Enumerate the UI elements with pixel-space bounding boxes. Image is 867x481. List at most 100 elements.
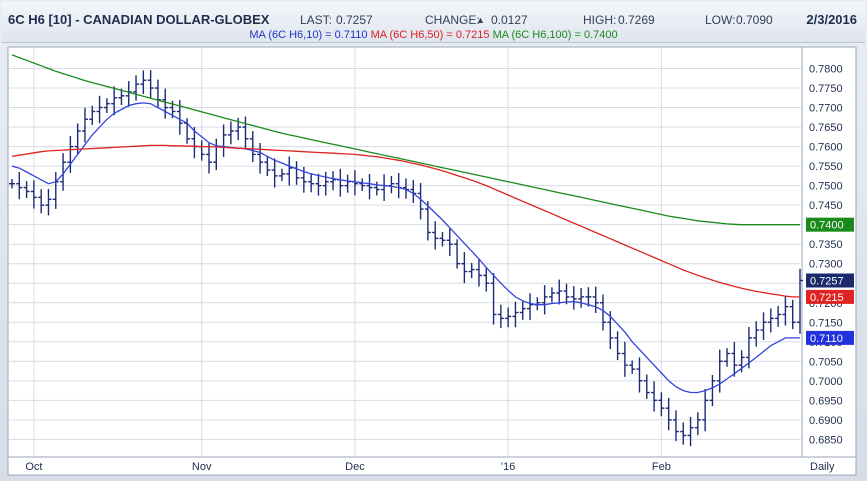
y-tick-label: 0.7650 — [809, 122, 843, 134]
ohlc-bar — [446, 228, 453, 256]
ohlc-bar — [665, 397, 672, 431]
ohlc-bar — [483, 267, 490, 292]
ohlc-bar — [512, 301, 519, 328]
ohlc-bar — [60, 153, 67, 191]
ohlc-bar — [286, 156, 293, 186]
ohlc-bar — [760, 312, 767, 340]
ohlc-bar — [651, 381, 658, 412]
ma-legend: MA (6C H6,10) = 0.7110 MA (6C H6,50) = 0… — [2, 29, 865, 41]
price-badge: 0.7215 — [806, 289, 854, 304]
badge-box — [806, 289, 854, 304]
ohlc-bar — [147, 70, 154, 99]
ohlc-bar — [103, 98, 110, 114]
x-axis-ticks: Oct Nov Dec '16 Feb — [25, 461, 671, 473]
change-value: 0.0127 — [491, 13, 528, 27]
ohlc-bar — [424, 201, 431, 241]
ohlc-bar — [278, 168, 285, 182]
y-tick-label: 0.7700 — [809, 103, 843, 115]
ohlc-bar — [497, 304, 504, 329]
ohlc-bar — [162, 88, 169, 119]
ohlc-bar — [330, 171, 337, 191]
ohlc-bar — [797, 268, 803, 334]
badge-label: 0.7400 — [810, 220, 844, 232]
ohlc-bar — [111, 86, 118, 116]
ohlc-bar — [140, 70, 147, 94]
ohlc-bar — [96, 95, 103, 124]
ohlc-bar — [359, 178, 366, 191]
y-tick-label: 0.7050 — [809, 356, 843, 368]
ma50-legend: MA (6C H6,50) = 0.7215 — [370, 29, 490, 41]
ohlc-bar — [461, 252, 468, 284]
y-axis-panel — [801, 46, 857, 458]
ohlc-bar — [724, 348, 731, 367]
badge-box — [806, 273, 854, 288]
ohlc-bar — [322, 171, 329, 196]
x-tick-label: Oct — [25, 461, 42, 473]
y-tick-label: 0.7450 — [809, 200, 843, 212]
ohlc-bar — [592, 286, 599, 313]
x-tick-label: '16 — [501, 461, 515, 473]
last-label: LAST: — [300, 13, 333, 27]
ohlc-bar — [527, 293, 534, 321]
ohlc-bar — [782, 295, 789, 326]
moving-averages — [11, 54, 800, 394]
ohlc-bar — [585, 287, 592, 307]
ma10-legend: MA (6C H6,10) = 0.7110 — [249, 29, 368, 41]
price-badge: 0.7257 — [806, 273, 854, 288]
ohlc-bar — [249, 131, 256, 163]
ohlc-bar — [432, 221, 439, 250]
x-tick-label: Nov — [192, 461, 212, 473]
last-value: 0.7257 — [336, 13, 373, 27]
price-badges: 0.7400 0.7257 0.7215 0.7110 — [806, 217, 854, 345]
ohlc-bar — [439, 232, 446, 247]
ohlc-bar — [475, 258, 482, 287]
y-tick-label: 0.7500 — [809, 181, 843, 193]
ohlc-bar — [81, 107, 88, 143]
ohlc-bar — [417, 183, 424, 220]
ohlc-bar — [227, 121, 234, 145]
grid — [9, 48, 801, 456]
y-tick-label: 0.7800 — [809, 64, 843, 76]
ohlc-bar — [607, 311, 614, 350]
ohlc-bar — [687, 416, 694, 447]
ma100-line — [11, 54, 800, 226]
ohlc-bar — [775, 305, 782, 327]
ohlc-bar — [643, 374, 650, 399]
high-label: HIGH: — [583, 13, 617, 27]
ohlc-bar — [767, 308, 774, 333]
ohlc-bar — [672, 410, 679, 442]
ohlc-bar — [264, 156, 271, 177]
change-up-icon: ▲ — [476, 15, 485, 25]
ohlc-bar — [600, 294, 606, 331]
ohlc-bar — [366, 173, 373, 200]
ohlc-bar — [716, 349, 723, 393]
plot-area — [7, 46, 803, 458]
ohlc-bar — [308, 173, 315, 193]
ma10-line — [11, 102, 800, 394]
ohlc-bar — [548, 287, 555, 303]
ohlc-bar — [133, 75, 140, 101]
high-value: 0.7269 — [618, 13, 655, 27]
price-badge: 0.7110 — [806, 330, 854, 345]
y-tick-label: 0.6900 — [809, 415, 843, 427]
ohlc-bar — [694, 412, 701, 436]
ohlc-bar — [468, 262, 475, 279]
x-tick-label: Dec — [345, 461, 365, 473]
ohlc-bar — [45, 189, 52, 216]
ohlc-bar — [9, 178, 15, 189]
ohlc-bar — [206, 143, 212, 174]
ohlc-bar — [745, 326, 752, 369]
ohlc-bar — [257, 143, 264, 174]
y-tick-label: 0.7300 — [809, 259, 843, 271]
ohlc-bar — [636, 357, 643, 393]
y-tick-label: 0.7550 — [809, 161, 843, 173]
ohlc-bar — [242, 116, 249, 150]
ohlc-bar — [454, 239, 461, 269]
ohlc-bar — [563, 283, 570, 305]
y-tick-label: 0.6950 — [809, 395, 843, 407]
badge-box — [806, 330, 854, 345]
ohlc-bar — [490, 273, 497, 325]
ohlc-bar — [89, 105, 96, 126]
ohlc-bar — [614, 331, 621, 361]
